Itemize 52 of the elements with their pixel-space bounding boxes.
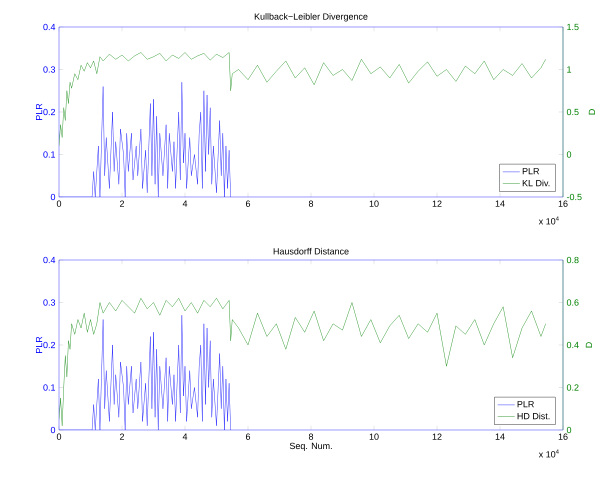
y2-tick-label: 0.2 bbox=[566, 384, 579, 391]
y-axis-title: PLR bbox=[36, 104, 42, 120]
y-tick-label: 0.4 bbox=[43, 24, 56, 30]
y2-tick-label: 0 bbox=[566, 426, 572, 434]
y-tick-label: 0.2 bbox=[43, 108, 56, 116]
x-tick-label: 14 bbox=[496, 434, 505, 440]
x-tick-label: 12 bbox=[432, 200, 442, 207]
chart-title: Kullback−Leibler Divergence bbox=[254, 13, 368, 22]
y2-tick-label: 0.5 bbox=[566, 108, 579, 116]
x-axis-title: Seq. Num. bbox=[290, 442, 332, 451]
legend-label: KL Div. bbox=[522, 180, 550, 186]
text: x 10$^{4}$ bbox=[538, 449, 559, 458]
x-tick-label: 2 bbox=[120, 434, 124, 440]
y-tick-label: 0.4 bbox=[43, 256, 56, 264]
x-tick-label: 6 bbox=[246, 200, 250, 207]
x-tick-label: 10 bbox=[370, 434, 379, 440]
y2-tick-label: 1 bbox=[567, 66, 572, 73]
y-tick-label: 0.1 bbox=[43, 151, 56, 158]
legend-label: PLR bbox=[518, 401, 534, 408]
y-tick-label: 0.2 bbox=[43, 342, 56, 348]
x-tick-label: 16 bbox=[558, 200, 568, 207]
x-tick-label: 2 bbox=[120, 200, 124, 207]
x-tick-label: 4 bbox=[182, 200, 188, 207]
y2-axis-title: D bbox=[588, 109, 595, 114]
line-series bbox=[59, 52, 546, 146]
y-axis-title: PLR bbox=[36, 336, 42, 353]
x-tick-label: 4 bbox=[182, 434, 188, 440]
y2-tick-label: 0.6 bbox=[566, 299, 579, 306]
x-tick-label: 6 bbox=[246, 434, 250, 440]
y-tick-label: 0.1 bbox=[43, 384, 56, 391]
x-tick-label: 8 bbox=[308, 200, 314, 207]
legend-label: PLR bbox=[522, 168, 540, 174]
x-tick-label: 0 bbox=[56, 434, 62, 440]
x-tick-label: 14 bbox=[496, 200, 505, 207]
x-tick-label: 10 bbox=[370, 200, 379, 207]
y2-tick-label: 0.8 bbox=[566, 256, 579, 264]
x-tick-label: 16 bbox=[558, 434, 568, 440]
y-tick-label: 0.3 bbox=[43, 299, 56, 306]
y2-tick-label: 0 bbox=[566, 151, 572, 158]
legend-label: HD Dist. bbox=[518, 412, 550, 420]
y-tick-label: 0 bbox=[50, 426, 56, 434]
y2-axis-title: D bbox=[586, 342, 592, 348]
y2-tick-label: -0.5 bbox=[566, 194, 582, 200]
y2-tick-label: 0.4 bbox=[566, 342, 579, 348]
y-tick-label: 0.3 bbox=[43, 66, 56, 73]
y2-tick-label: 1.5 bbox=[567, 24, 579, 30]
x-tick-label: 0 bbox=[56, 200, 62, 207]
x-tick-label: 12 bbox=[432, 434, 442, 440]
y-tick-label: 0 bbox=[50, 194, 56, 200]
text: x 10$^{4}$ bbox=[538, 216, 559, 224]
chart-title: Hausdorff Distance bbox=[274, 248, 349, 254]
x-tick-label: 8 bbox=[308, 434, 314, 440]
